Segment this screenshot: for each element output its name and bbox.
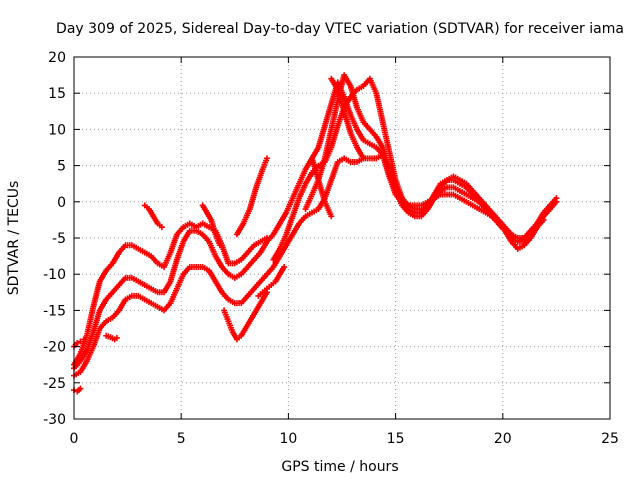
y-tick-label: -20: [43, 340, 66, 356]
y-tick-label: -15: [43, 303, 66, 319]
x-tick-label: 25: [601, 431, 619, 447]
series-track-9-markers: [141, 202, 165, 231]
x-axis-label: GPS time / hours: [281, 459, 398, 475]
x-tick-label: 0: [70, 431, 79, 447]
series-track-8: [103, 332, 120, 343]
series-track-12-markers: [221, 289, 270, 343]
series-track-5: [302, 72, 560, 241]
y-tick-label: 5: [57, 159, 66, 175]
series-track-5-markers: [302, 72, 560, 241]
series-track-9: [141, 202, 165, 231]
y-tick-label: -5: [52, 231, 66, 247]
y-tick-label: 10: [48, 122, 66, 138]
series-track-14: [308, 155, 335, 220]
chart-title: Day 309 of 2025, Sidereal Day-to-day VTE…: [56, 21, 624, 37]
y-tick-label: -30: [43, 412, 66, 428]
data-points: [71, 72, 560, 395]
series-track-10-markers: [199, 202, 223, 249]
series-track-10: [199, 202, 223, 249]
x-tick-label: 15: [387, 431, 405, 447]
series-track-13-markers: [255, 263, 288, 299]
axis-ticks: 0 5 10 15 20 25 -30 -25 -20 -15 -10 -5 0 5 10 15 20: [43, 50, 619, 447]
y-tick-label: -10: [43, 267, 66, 283]
y-tick-label: 15: [48, 86, 66, 102]
series-track-8-markers: [103, 332, 120, 343]
y-tick-label: 0: [57, 195, 66, 211]
series-track-11: [233, 155, 270, 238]
x-tick-label: 10: [279, 431, 297, 447]
series-track-15: [328, 75, 367, 162]
y-tick-label: 20: [48, 50, 66, 66]
series-track-13: [255, 263, 288, 299]
series-track-14-markers: [308, 155, 335, 220]
series-track-11-markers: [233, 155, 270, 238]
series-track-12: [221, 289, 270, 343]
y-axis-label: SDTVAR / TECUs: [6, 181, 22, 296]
series-track-15-markers: [328, 75, 367, 162]
x-tick-label: 5: [177, 431, 186, 447]
x-tick-label: 20: [494, 431, 512, 447]
y-tick-label: -25: [43, 376, 66, 392]
